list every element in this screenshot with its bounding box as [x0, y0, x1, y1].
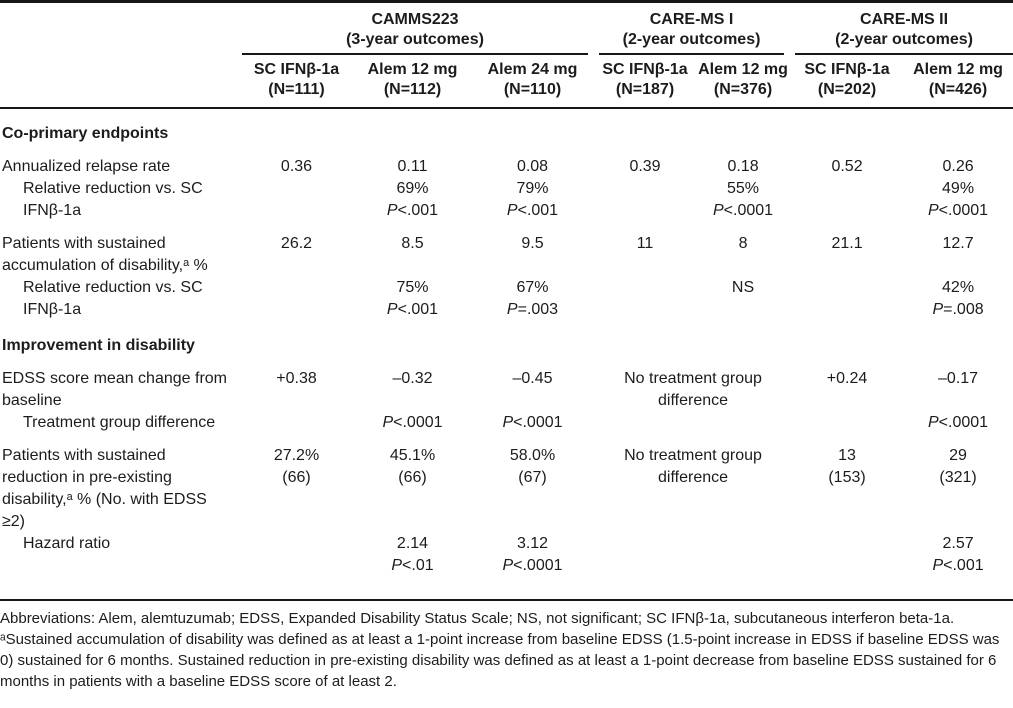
table-cell: 58.0% (67)	[509, 447, 556, 486]
table-cell	[238, 277, 355, 321]
table-cell: 9.5	[521, 235, 544, 252]
table-cell: 12.7	[942, 235, 974, 252]
stub-header-2	[0, 55, 238, 109]
footnote-abbreviations: Abbreviations: Alem, alemtuzumab; EDSS, …	[0, 610, 955, 627]
table-cell: 2.14 P<.01	[391, 535, 434, 574]
outcomes-table-body: Co-primary endpoints Annualized relapse r…	[0, 108, 1013, 600]
table-cell: 27.2% (66)	[273, 447, 320, 486]
subrow-label: Relative reduction vs. SC IFNβ-1a	[23, 279, 203, 318]
table-cell: –0.32	[392, 370, 433, 387]
table-cell: 26.2	[280, 235, 313, 252]
table-cell: –0.17	[938, 370, 979, 387]
table-cell: 13 (153)	[828, 447, 866, 486]
table-cell: 45.1% (66)	[389, 447, 436, 486]
table-cell: No treatment group difference	[624, 370, 762, 409]
table-cell	[791, 533, 903, 600]
stub-header	[0, 2, 238, 56]
table-cell: 21.1	[831, 235, 863, 252]
table-cell: 49% P<.0001	[928, 180, 989, 219]
row-label: EDSS score mean change from baseline	[2, 370, 227, 409]
trial-header-care-ms-ii: CARE-MS II (2-year outcomes)	[791, 2, 1013, 55]
table-cell: NS	[731, 279, 755, 296]
column-header: SC IFNβ-1a (N=111)	[238, 55, 355, 109]
row-label: Annualized relapse rate	[2, 158, 171, 175]
table-cell: 0.26	[942, 158, 974, 175]
table-cell: 67% P=.003	[506, 279, 559, 318]
column-header: SC IFNβ-1a (N=202)	[791, 55, 904, 109]
trial-header-camms223: CAMMS223 (3-year outcomes)	[238, 2, 595, 55]
table-cell: P<.0001	[502, 414, 563, 431]
subrow-label: Hazard ratio	[23, 535, 111, 552]
table-cell: 42% P=.008	[932, 279, 984, 318]
column-header: SC IFNβ-1a (N=187)	[595, 55, 696, 109]
column-header: Alem 12 mg (N=426)	[903, 55, 1013, 109]
section-header: Improvement in disability	[2, 337, 195, 354]
table-cell: 8.5	[401, 235, 424, 252]
table-cell: 0.36	[280, 158, 313, 175]
table-cell: No treatment group difference	[624, 447, 762, 486]
table-cell	[791, 178, 903, 222]
table-cell	[238, 412, 355, 434]
table-cell: 75% P<.001	[386, 279, 439, 318]
section-header: Co-primary endpoints	[2, 125, 169, 142]
table-cell: 0.52	[831, 158, 863, 175]
table-cell	[595, 178, 695, 222]
table-cell	[595, 412, 791, 434]
table-cell: –0.45	[512, 370, 553, 387]
table-cell: 11	[636, 235, 654, 252]
table-cell: P<.0001	[382, 414, 443, 431]
table-cell: +0.24	[826, 370, 868, 387]
footnote-a: ᵃSustained accumulation of disability wa…	[0, 631, 1000, 690]
table-cell: 0.11	[397, 158, 428, 175]
table-cell	[238, 178, 355, 222]
table-cell: 0.18	[727, 158, 759, 175]
footnotes: Abbreviations: Alem, alemtuzumab; EDSS, …	[0, 601, 1013, 692]
table-cell: 79% P<.001	[506, 180, 559, 219]
table-cell: 55% P<.0001	[712, 180, 774, 219]
table-cell	[791, 277, 903, 321]
outcomes-table-head: CAMMS223 (3-year outcomes) CARE-MS I (2-yea…	[0, 2, 1013, 109]
table-cell: 2.57 P<.001	[932, 535, 984, 574]
table-cell: 0.08	[516, 158, 549, 175]
column-header: Alem 12 mg (N=376)	[695, 55, 792, 109]
table-cell: 8	[738, 235, 748, 252]
subrow-label: Treatment group difference	[23, 414, 216, 431]
table-cell: 29 (321)	[939, 447, 977, 486]
column-header: Alem 12 mg (N=112)	[355, 55, 470, 109]
table-cell: 69% P<.001	[386, 180, 439, 219]
row-label: Patients with sustained reduction in pre…	[2, 447, 207, 530]
table-cell	[791, 412, 903, 434]
table-cell: P<.0001	[928, 414, 989, 431]
outcomes-table: CAMMS223 (3-year outcomes) CARE-MS I (2-yea…	[0, 0, 1013, 601]
table-cell: 0.39	[629, 158, 661, 175]
table-cell: +0.38	[276, 370, 317, 387]
trial-header-care-ms-i: CARE-MS I (2-year outcomes)	[595, 2, 791, 55]
table-cell	[238, 533, 355, 600]
column-header: Alem 24 mg (N=110)	[470, 55, 596, 109]
subrow-label: Relative reduction vs. SC IFNβ-1a	[23, 180, 203, 219]
table-cell: 3.12 P<.0001	[502, 535, 563, 574]
row-label: Patients with sustained accumulation of …	[2, 235, 208, 274]
table-cell	[595, 533, 791, 600]
table-cell	[595, 277, 695, 321]
